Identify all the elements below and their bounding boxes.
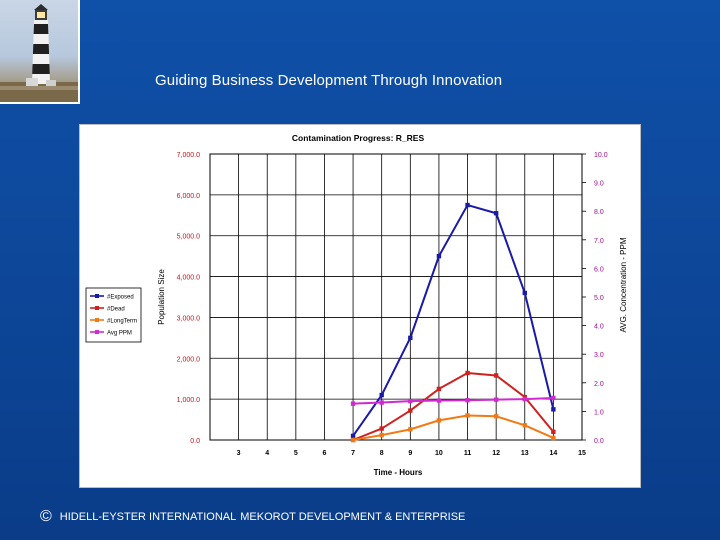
y2-tick-label: 6.0 xyxy=(594,266,604,273)
legend-swatch-marker xyxy=(95,330,99,334)
y-tick-label: 3,000.0 xyxy=(177,315,200,322)
y2-tick-label: 0.0 xyxy=(594,438,604,445)
x-tick-label: 4 xyxy=(265,450,269,457)
y2-tick-label: 3.0 xyxy=(594,352,604,359)
x-tick-label: 12 xyxy=(492,450,500,457)
y2-tick-label: 10.0 xyxy=(594,152,608,159)
y-axis-title: Population Size xyxy=(157,269,166,325)
data-point xyxy=(436,386,442,392)
copyright-symbol: © xyxy=(40,508,52,525)
legend-entry-label: Avg PPM xyxy=(107,331,132,337)
data-point xyxy=(493,397,499,402)
data-point xyxy=(522,396,527,402)
data-point xyxy=(465,370,470,376)
y2-tick-label: 9.0 xyxy=(594,181,604,188)
legend-swatch-marker xyxy=(95,294,99,298)
x-tick-label: 14 xyxy=(549,450,557,457)
data-point xyxy=(493,211,499,216)
y2-tick-label: 5.0 xyxy=(594,295,604,302)
legend-entry-label: #Exposed xyxy=(107,295,134,301)
legend-swatch-marker xyxy=(95,318,99,322)
footer-company-left: HIDELL-EYSTER INTERNATIONAL xyxy=(59,511,237,523)
data-point xyxy=(350,433,356,439)
data-point xyxy=(408,398,413,404)
data-point xyxy=(551,435,556,441)
lighthouse-icon xyxy=(0,4,78,102)
x-tick-label: 3 xyxy=(237,450,241,457)
y2-tick-label: 7.0 xyxy=(594,238,604,245)
y2-axis-title: AVG. Concentration - PPM xyxy=(619,237,628,332)
data-point xyxy=(379,392,384,398)
data-point xyxy=(551,395,556,401)
series-line xyxy=(353,396,554,405)
legend-swatch-marker xyxy=(95,306,99,310)
page-tagline: Guiding Business Development Through Inn… xyxy=(155,72,503,89)
y-tick-label: 0.0 xyxy=(190,438,200,445)
legend-entry-label: #Dead xyxy=(107,307,125,313)
footer-company-right: MEKOROT DEVELOPMENT & ENTERPRISE xyxy=(240,511,466,523)
chart-title: Contamination Progress: R_RES xyxy=(292,133,425,143)
lighthouse-logo xyxy=(0,0,80,104)
data-point xyxy=(350,401,356,406)
chart-series xyxy=(350,202,556,443)
y-tick-label: 4,000.0 xyxy=(177,275,200,282)
data-point xyxy=(436,398,442,403)
data-point xyxy=(465,398,470,403)
x-tick-label: 7 xyxy=(351,450,355,457)
x-tick-label: 10 xyxy=(435,450,443,457)
x-tick-label: 15 xyxy=(578,450,586,457)
data-point xyxy=(408,335,413,341)
y-tick-label: 1,000.0 xyxy=(177,397,200,404)
data-point xyxy=(493,373,499,378)
data-point xyxy=(379,426,384,431)
data-point xyxy=(379,432,384,438)
legend-entry-label: #LongTerm xyxy=(107,319,137,325)
contamination-chart: Contamination Progress: R_RES 0.0 1,000.0… xyxy=(85,133,628,477)
y2-tick-label: 1.0 xyxy=(594,409,604,416)
y-tick-label: 2,000.0 xyxy=(177,356,200,363)
y2-tick-label: 2.0 xyxy=(594,381,604,388)
y2-tick-label: 8.0 xyxy=(594,209,604,216)
series-line xyxy=(352,414,554,441)
data-point xyxy=(379,400,384,405)
footer: © HIDELL-EYSTER INTERNATIONAL MEKOROT DE… xyxy=(40,509,465,525)
series-line xyxy=(352,204,555,437)
x-tick-label: 6 xyxy=(323,450,327,457)
x-tick-label: 13 xyxy=(521,450,529,457)
chart-axes: 0.0 1,000.0 2,000.0 3,000.0 4,000.0 5,000.0 6,… xyxy=(177,152,608,457)
y-tick-label: 6,000.0 xyxy=(177,193,200,200)
y2-tick-label: 4.0 xyxy=(594,324,604,331)
data-point xyxy=(436,418,442,423)
x-tick-label: 11 xyxy=(464,450,472,457)
chart-legend: #Exposed #Dead #LongTerm Avg PPM xyxy=(85,287,142,343)
x-tick-label: 8 xyxy=(380,450,384,457)
data-point xyxy=(408,408,413,413)
x-tick-label: 5 xyxy=(294,450,298,457)
chart-panel: Contamination Progress: R_RES 0.0 1,000.0… xyxy=(79,124,641,488)
x-tick-label: 9 xyxy=(408,450,412,457)
data-point xyxy=(522,423,527,428)
data-point xyxy=(465,202,470,208)
data-point xyxy=(436,253,442,259)
data-point xyxy=(522,290,527,296)
data-point xyxy=(408,427,413,432)
x-axis-title: Time - Hours xyxy=(374,468,423,477)
data-point xyxy=(551,407,556,412)
y-tick-label: 5,000.0 xyxy=(177,234,200,241)
data-point xyxy=(551,429,556,435)
data-point xyxy=(465,413,470,418)
data-point xyxy=(350,437,356,443)
y-tick-label: 7,000.0 xyxy=(177,152,200,159)
series-line xyxy=(352,371,555,441)
data-point xyxy=(493,414,499,419)
